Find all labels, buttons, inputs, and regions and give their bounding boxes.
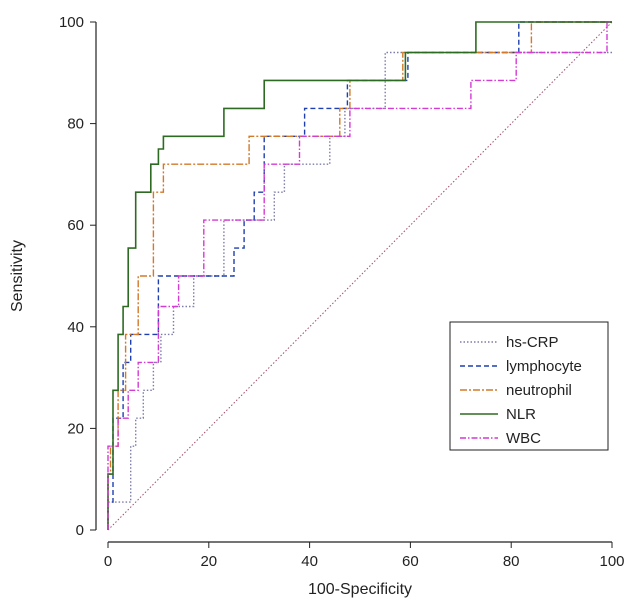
x-tick-label: 0 <box>104 553 112 570</box>
y-tick-label: 20 <box>67 420 84 437</box>
x-tick-label: 60 <box>402 553 419 570</box>
y-tick-label: 40 <box>67 319 84 336</box>
y-tick-label: 0 <box>76 522 84 539</box>
series-line-nlr <box>107 21 612 530</box>
reference-diagonal-line <box>107 21 613 531</box>
y-axis-label: Sensitivity <box>9 240 26 312</box>
series-layer <box>107 21 612 530</box>
x-tick-label: 20 <box>200 553 217 570</box>
y-tick-label: 100 <box>59 14 84 31</box>
axis-layer: 0 20 40 60 80 100 0 20 40 60 80 100 <box>59 14 625 570</box>
y-tick-label: 60 <box>67 217 84 234</box>
legend-label: neutrophil <box>506 382 572 399</box>
legend-label: WBC <box>506 430 541 447</box>
reference-line-layer <box>107 21 613 531</box>
x-tick-label: 80 <box>503 553 520 570</box>
series-line-wbc <box>107 21 612 530</box>
series-line-neutrophil <box>107 21 612 530</box>
legend: hs-CRP lymphocyte neutrophil NLR WBC <box>449 321 609 451</box>
x-tick-label: 100 <box>599 553 624 570</box>
series-line-lymphocyte <box>107 21 612 530</box>
y-tick-label: 80 <box>67 116 84 133</box>
legend-label: NLR <box>506 406 536 423</box>
legend-label: hs-CRP <box>506 334 559 351</box>
x-tick-label: 40 <box>301 553 318 570</box>
legend-box <box>449 321 609 451</box>
legend-label: lymphocyte <box>506 358 582 375</box>
x-axis-label: 100-Specificity <box>308 581 412 598</box>
series-line-hs-crp <box>107 51 612 530</box>
